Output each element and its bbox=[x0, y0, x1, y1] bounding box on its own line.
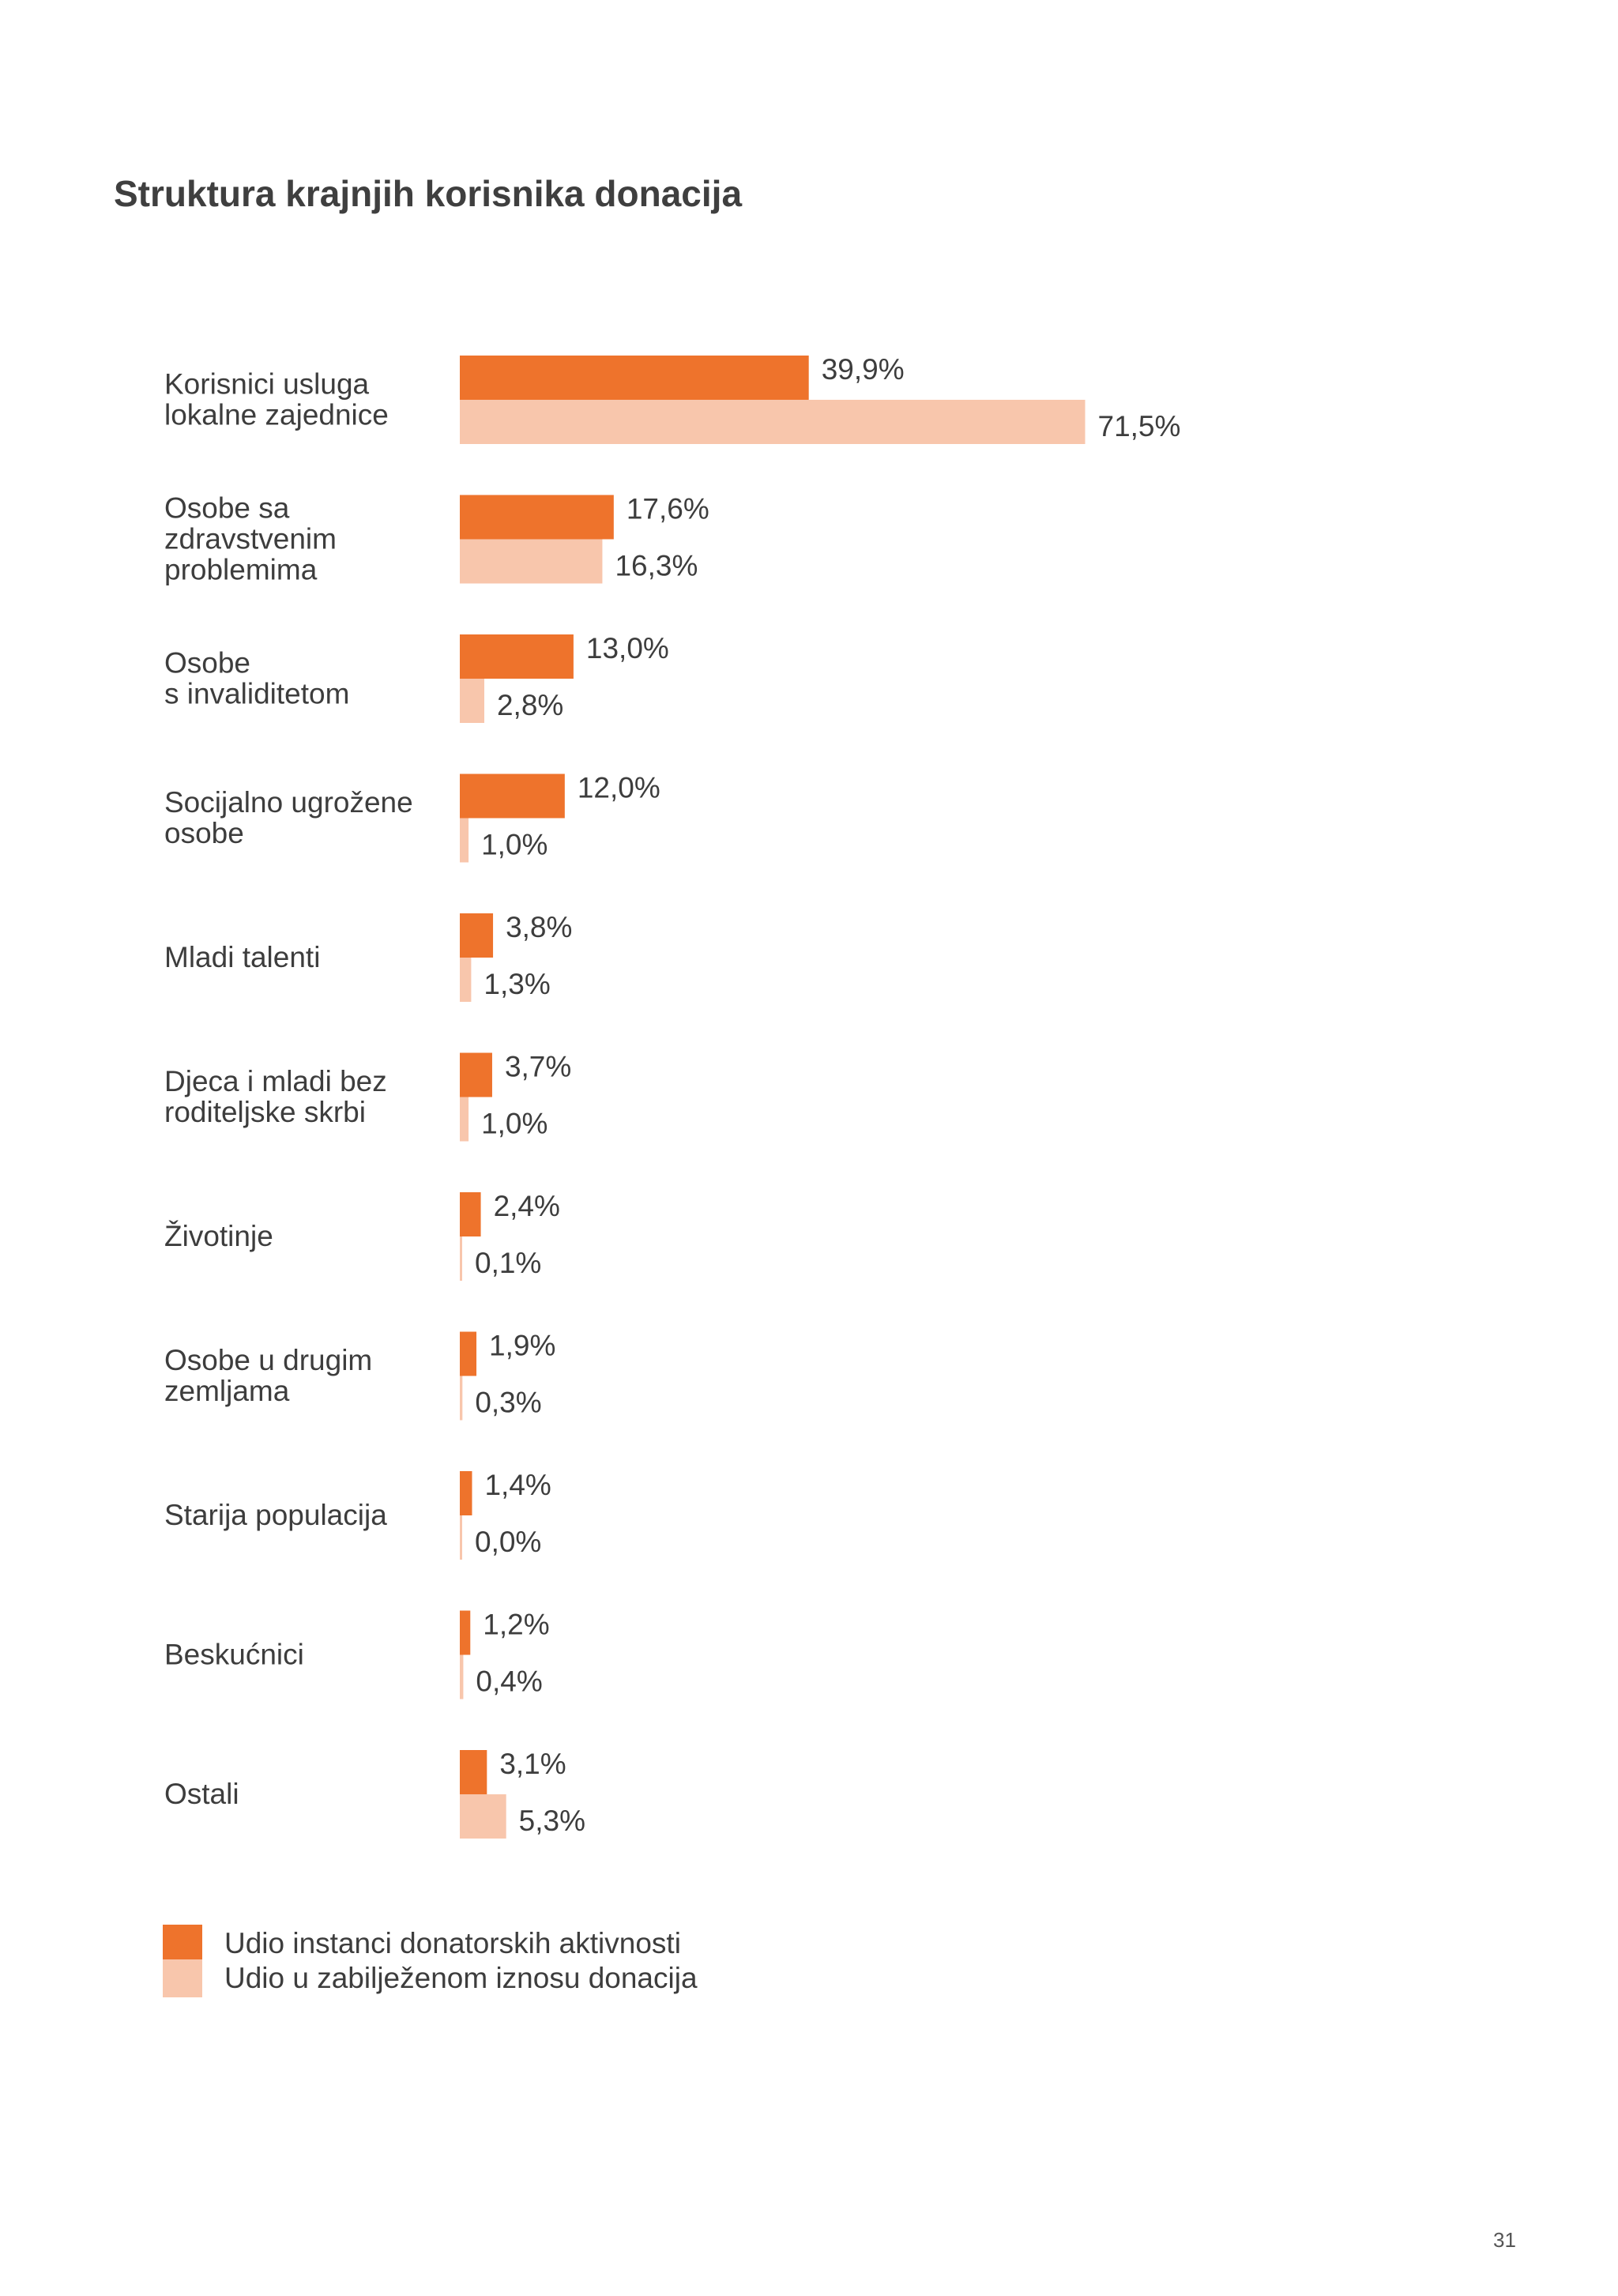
bar-instances bbox=[460, 356, 809, 400]
bar-amount bbox=[460, 1794, 506, 1839]
category-label-line: roditeljske skrbi bbox=[164, 1096, 366, 1128]
value-label-amount: 1,0% bbox=[481, 829, 547, 861]
value-label-instances: 1,4% bbox=[484, 1469, 551, 1501]
category-label-line: s invaliditetom bbox=[164, 678, 349, 710]
category-label: Osobe u drugim zemljama bbox=[164, 1344, 372, 1407]
bar-chart: Korisnici usluga lokalne zajednice 39,9% 71… bbox=[164, 353, 1181, 1839]
category-label: Osobe s invaliditetom bbox=[164, 647, 349, 710]
legend-swatch-instances bbox=[163, 1925, 202, 1963]
bar-amount bbox=[460, 958, 472, 1002]
bar-amount bbox=[460, 818, 469, 863]
value-label-amount: 0,4% bbox=[476, 1666, 542, 1698]
category-label-line: zdravstvenim bbox=[164, 523, 337, 555]
category-label: Ostali bbox=[164, 1778, 239, 1810]
category-label: Korisnici usluga lokalne zajednice bbox=[164, 368, 389, 431]
category-label: Starija populacija bbox=[164, 1499, 387, 1531]
value-label-amount: 0,3% bbox=[475, 1387, 541, 1419]
category-label-line: problemima bbox=[164, 554, 318, 586]
value-label-instances: 17,6% bbox=[627, 493, 709, 525]
value-label-instances: 13,0% bbox=[586, 632, 669, 664]
bar-amount bbox=[460, 1515, 462, 1560]
category-label: Socijalno ugrožene osobe bbox=[164, 786, 413, 849]
category-label: Životinje bbox=[164, 1220, 273, 1252]
bar-instances bbox=[460, 634, 574, 679]
bar-instances bbox=[460, 1192, 481, 1236]
bar-amount bbox=[460, 679, 484, 723]
legend: Udio instanci donatorskih aktivnosti Udi… bbox=[163, 1925, 698, 1997]
value-label-amount: 71,5% bbox=[1098, 410, 1181, 442]
bar-instances bbox=[460, 1750, 487, 1794]
category-label-line: Mladi talenti bbox=[164, 941, 320, 973]
category-label-line: Socijalno ugrožene bbox=[164, 786, 413, 819]
category-label-line: Ostali bbox=[164, 1778, 239, 1810]
category-label-line: Djeca i mladi bez bbox=[164, 1065, 387, 1097]
value-label-amount: 1,3% bbox=[484, 968, 550, 1000]
value-label-instances: 3,7% bbox=[505, 1051, 571, 1083]
category-label: Mladi talenti bbox=[164, 941, 320, 973]
legend-label-instances: Udio instanci donatorskih aktivnosti bbox=[224, 1927, 681, 1959]
value-label-amount: 0,0% bbox=[475, 1526, 541, 1558]
value-label-amount: 2,8% bbox=[497, 689, 563, 721]
category-label-line: Korisnici usluga bbox=[164, 368, 370, 401]
category-label-line: Osobe bbox=[164, 647, 250, 679]
value-label-instances: 12,0% bbox=[578, 772, 660, 804]
value-label-amount: 1,0% bbox=[481, 1108, 547, 1140]
bar-amount bbox=[460, 1236, 462, 1281]
bar-amount bbox=[460, 400, 1086, 444]
bar-instances bbox=[460, 1610, 471, 1655]
bar-amount bbox=[460, 1654, 464, 1699]
value-label-instances: 2,4% bbox=[494, 1190, 560, 1222]
bar-amount bbox=[460, 1376, 463, 1421]
value-label-instances: 3,8% bbox=[506, 911, 572, 943]
bar-instances bbox=[460, 913, 494, 958]
value-label-amount: 5,3% bbox=[519, 1805, 585, 1837]
category-label-line: Beskućnici bbox=[164, 1639, 304, 1671]
bar-amount bbox=[460, 1097, 469, 1142]
legend-label-amount: Udio u zabilježenom iznosu donacija bbox=[224, 1962, 698, 1994]
category-label: Djeca i mladi bez roditeljske skrbi bbox=[164, 1065, 387, 1128]
category-label-line: Osobe sa bbox=[164, 492, 290, 525]
category-label-line: Osobe u drugim bbox=[164, 1344, 372, 1376]
category-label-line: zemljama bbox=[164, 1375, 290, 1407]
legend-swatch-amount bbox=[163, 1959, 202, 1997]
value-label-amount: 16,3% bbox=[615, 550, 698, 582]
value-label-amount: 0,1% bbox=[475, 1247, 541, 1279]
bar-instances bbox=[460, 1052, 492, 1097]
category-label-line: osobe bbox=[164, 817, 244, 849]
page-number: 31 bbox=[1493, 2228, 1516, 2252]
value-label-instances: 39,9% bbox=[822, 353, 905, 386]
bar-instances bbox=[460, 1331, 477, 1376]
category-label: Osobe sa zdravstvenim problemima bbox=[164, 492, 337, 586]
bar-instances bbox=[460, 495, 614, 540]
bar-amount bbox=[460, 539, 603, 584]
category-label-line: Životinje bbox=[164, 1220, 273, 1252]
category-label: Beskućnici bbox=[164, 1639, 304, 1671]
value-label-instances: 1,9% bbox=[489, 1330, 555, 1362]
bar-instances bbox=[460, 773, 565, 819]
value-label-instances: 3,1% bbox=[499, 1748, 566, 1780]
category-label-line: Starija populacija bbox=[164, 1499, 387, 1531]
value-label-instances: 1,2% bbox=[483, 1609, 549, 1641]
category-label-line: lokalne zajednice bbox=[164, 399, 389, 431]
chart-title: Struktura krajnjih korisnika donacija bbox=[114, 173, 743, 214]
bar-instances bbox=[460, 1471, 472, 1515]
legend-item-amount: Udio u zabilježenom iznosu donacija bbox=[163, 1959, 698, 1997]
legend-item-instances: Udio instanci donatorskih aktivnosti bbox=[163, 1925, 698, 1963]
